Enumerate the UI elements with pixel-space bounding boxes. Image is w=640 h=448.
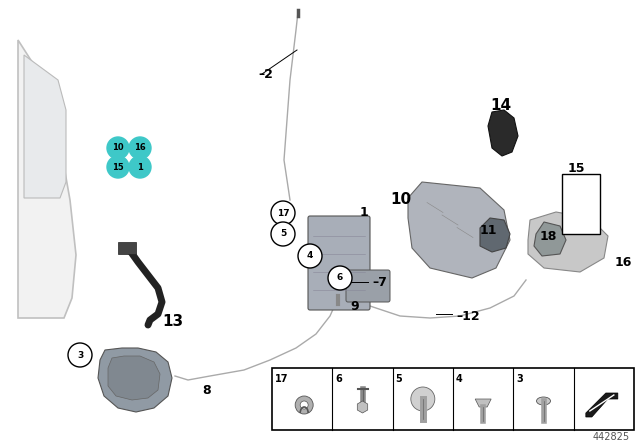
Circle shape — [298, 244, 322, 268]
Text: 10: 10 — [390, 193, 411, 207]
Bar — [562, 174, 600, 234]
Polygon shape — [534, 222, 566, 256]
Polygon shape — [480, 218, 510, 252]
Polygon shape — [24, 55, 66, 198]
Circle shape — [411, 387, 435, 411]
Text: –12: –12 — [456, 310, 479, 323]
Text: 3: 3 — [77, 350, 83, 359]
Circle shape — [129, 156, 151, 178]
Text: 5: 5 — [396, 374, 403, 384]
Text: 17: 17 — [275, 374, 289, 384]
Text: 4: 4 — [456, 374, 463, 384]
Text: 11: 11 — [480, 224, 497, 237]
Text: 3: 3 — [516, 374, 523, 384]
Text: 16: 16 — [615, 255, 632, 268]
Bar — [272, 368, 634, 430]
FancyBboxPatch shape — [346, 270, 390, 302]
Polygon shape — [108, 356, 160, 400]
Circle shape — [271, 201, 295, 225]
Polygon shape — [98, 348, 172, 412]
Polygon shape — [408, 182, 510, 278]
Text: 18: 18 — [540, 229, 557, 242]
Text: 9: 9 — [350, 300, 358, 313]
Polygon shape — [475, 399, 491, 407]
Text: 4: 4 — [307, 251, 313, 260]
Circle shape — [68, 343, 92, 367]
Circle shape — [271, 222, 295, 246]
Circle shape — [129, 137, 151, 159]
Text: 5: 5 — [280, 229, 286, 238]
Text: 1: 1 — [137, 163, 143, 172]
Circle shape — [328, 266, 352, 290]
Text: 442825: 442825 — [593, 432, 630, 442]
Circle shape — [107, 156, 129, 178]
Polygon shape — [488, 110, 518, 156]
Text: 17: 17 — [276, 208, 289, 217]
Circle shape — [107, 137, 129, 159]
FancyBboxPatch shape — [308, 216, 370, 310]
Text: 6: 6 — [335, 374, 342, 384]
Circle shape — [295, 396, 313, 414]
Polygon shape — [528, 212, 608, 272]
Polygon shape — [18, 40, 76, 318]
Text: 8: 8 — [202, 383, 211, 396]
Text: 15: 15 — [112, 163, 124, 172]
Text: 1: 1 — [360, 206, 369, 219]
Circle shape — [300, 401, 308, 409]
Text: –7: –7 — [372, 276, 387, 289]
Text: 10: 10 — [112, 143, 124, 152]
Text: 15: 15 — [568, 161, 586, 175]
Ellipse shape — [536, 397, 550, 405]
Text: –2: –2 — [258, 68, 273, 81]
Text: 16: 16 — [134, 143, 146, 152]
Bar — [118, 242, 136, 254]
Text: 13: 13 — [162, 314, 183, 329]
Text: 6: 6 — [337, 273, 343, 283]
Polygon shape — [586, 393, 618, 417]
Text: 14: 14 — [490, 99, 511, 113]
